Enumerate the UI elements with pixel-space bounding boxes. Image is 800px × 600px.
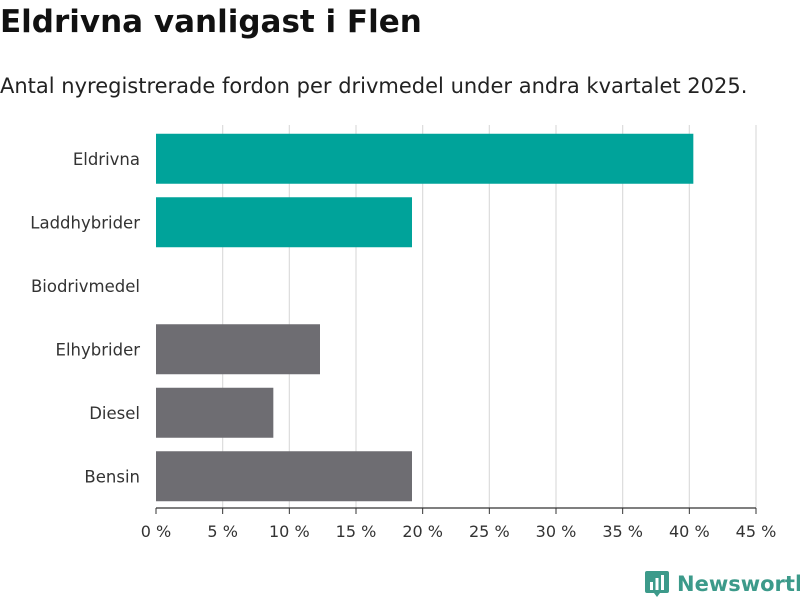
- category-label: Elhybrider: [56, 340, 141, 359]
- x-tick-label: 15 %: [336, 522, 377, 541]
- category-label: Laddhybrider: [30, 213, 140, 232]
- x-tick-label: 10 %: [269, 522, 310, 541]
- bar: [156, 451, 412, 502]
- x-tick-label: 0 %: [141, 522, 171, 541]
- x-tick-label: 30 %: [536, 522, 577, 541]
- bar: [156, 133, 694, 184]
- grid-lines: [222, 125, 757, 508]
- brand-name: Newsworthy: [677, 572, 800, 596]
- bar: [156, 197, 412, 248]
- chart-title: Eldrivna vanligast i Flen: [0, 4, 422, 40]
- x-tick-label: 45 %: [736, 522, 777, 541]
- x-tick-label: 25 %: [469, 522, 510, 541]
- category-labels: Eldrivna Laddhybrider Biodrivmedel Elhybrid…: [30, 150, 140, 487]
- newsworthy-logo-icon: [645, 571, 669, 597]
- x-tick-label: 35 %: [602, 522, 643, 541]
- bar-chart: 0 % 5 % 10 % 15 % 20 % 25 % 30 % 35 % 40 % 45 % E…: [30, 125, 777, 541]
- x-axis: 0 % 5 % 10 % 15 % 20 % 25 % 30 % 35 % 40 % 45 %: [141, 507, 777, 541]
- x-tick-label: 40 %: [669, 522, 710, 541]
- x-tick-label: 5 %: [207, 522, 237, 541]
- category-label: Bensin: [84, 467, 140, 486]
- bar: [156, 324, 320, 375]
- x-tick-label: 20 %: [402, 522, 443, 541]
- bar: [156, 387, 274, 438]
- category-label: Eldrivna: [73, 150, 140, 169]
- category-label: Biodrivmedel: [31, 277, 140, 296]
- chart-subtitle: Antal nyregistrerade fordon per drivmede…: [0, 74, 748, 98]
- category-label: Diesel: [89, 404, 140, 423]
- bars: [156, 133, 694, 502]
- brand-logo: Newsworthy: [644, 569, 800, 599]
